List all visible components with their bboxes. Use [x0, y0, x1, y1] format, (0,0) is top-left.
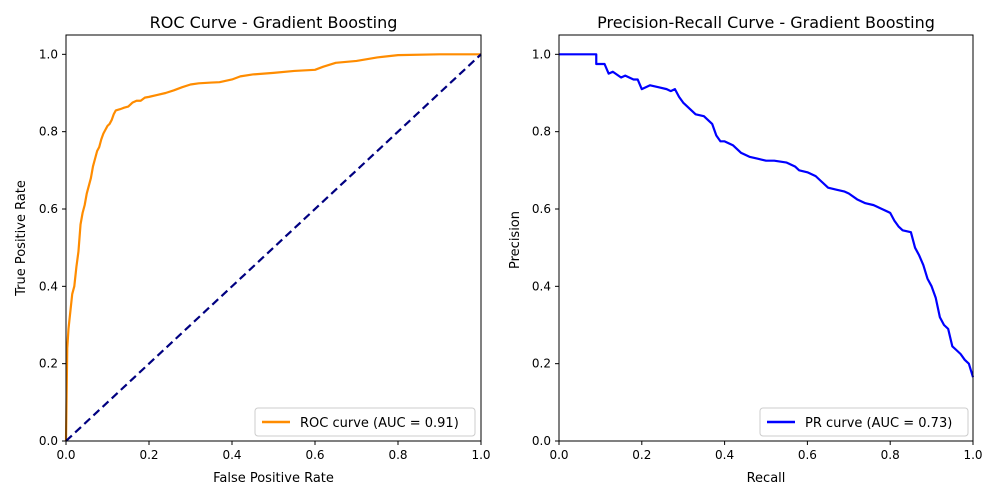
- roc-legend: ROC curve (AUC = 0.91): [254, 407, 476, 437]
- roc-plot-area: [64, 53, 482, 442]
- pr-series-line-0: [559, 53, 975, 378]
- roc-x-tick-label: 0.4: [222, 448, 241, 462]
- pr-x-tick-label: 0.4: [715, 448, 734, 462]
- roc-x-tick-label: 0.2: [139, 448, 158, 462]
- pr-x-ticks: 0.0 0.2 0.4 0.6 0.8 1.0: [549, 441, 983, 462]
- roc-x-tick-label: 0.0: [56, 448, 75, 462]
- pr-chart: Precision-Recall Curve - Gradient Boosti…: [508, 13, 983, 486]
- roc-x-ticks: 0.0 0.2 0.4 0.6 0.8 1.0: [56, 441, 491, 462]
- roc-legend-label: ROC curve (AUC = 0.91): [300, 416, 459, 431]
- roc-axes-frame: [65, 34, 482, 442]
- roc-y-tick-label: 0.0: [39, 434, 58, 448]
- roc-y-ticks: 0.0 0.2 0.4 0.6 0.8 1.0: [39, 47, 66, 448]
- roc-chart: ROC Curve - Gradient Boosting 0.0 0.2 0.4 0…: [14, 13, 491, 486]
- pr-y-ticks: 0.0 0.2 0.4 0.6 0.8 1.0: [532, 47, 559, 448]
- pr-legend-box: [759, 407, 969, 437]
- roc-x-tick-label: 0.6: [305, 448, 324, 462]
- pr-x-tick-label: 0.2: [632, 448, 651, 462]
- pr-y-tick-label: 0.0: [532, 434, 551, 448]
- pr-y-tick-label: 1.0: [532, 47, 551, 61]
- roc-y-tick-label: 1.0: [39, 47, 58, 61]
- pr-chart-title: Precision-Recall Curve - Gradient Boosti…: [597, 13, 935, 32]
- roc-x-axis-label: False Positive Rate: [213, 471, 334, 486]
- roc-x-tick-label: 1.0: [471, 448, 490, 462]
- roc-y-tick-label: 0.2: [39, 357, 58, 371]
- pr-y-tick-label: 0.6: [532, 202, 551, 216]
- roc-x-tick-label: 0.8: [388, 448, 407, 462]
- pr-x-tick-label: 0.8: [881, 448, 900, 462]
- roc-y-tick-label: 0.8: [39, 125, 58, 139]
- roc-series-line-1: [65, 53, 482, 442]
- pr-legend-label: PR curve (AUC = 0.73): [805, 416, 952, 431]
- pr-x-tick-label: 0.0: [549, 448, 568, 462]
- pr-y-tick-label: 0.2: [532, 357, 551, 371]
- roc-y-tick-label: 0.4: [39, 279, 58, 293]
- pr-y-axis-label: Precision: [508, 211, 523, 269]
- roc-chart-title: ROC Curve - Gradient Boosting: [150, 13, 398, 32]
- pr-axes-frame: [558, 34, 974, 442]
- roc-series-line-0: [64, 53, 481, 442]
- roc-y-tick-label: 0.6: [39, 202, 58, 216]
- pr-y-tick-label: 0.4: [532, 279, 551, 293]
- pr-y-tick-label: 0.8: [532, 125, 551, 139]
- pr-plot-area: [559, 53, 975, 378]
- pr-x-axis-label: Recall: [747, 471, 786, 486]
- roc-legend-box: [254, 407, 476, 437]
- pr-x-tick-label: 1.0: [963, 448, 982, 462]
- pr-legend: PR curve (AUC = 0.73): [759, 407, 969, 437]
- roc-y-axis-label: True Positive Rate: [14, 180, 29, 297]
- pr-x-tick-label: 0.6: [798, 448, 817, 462]
